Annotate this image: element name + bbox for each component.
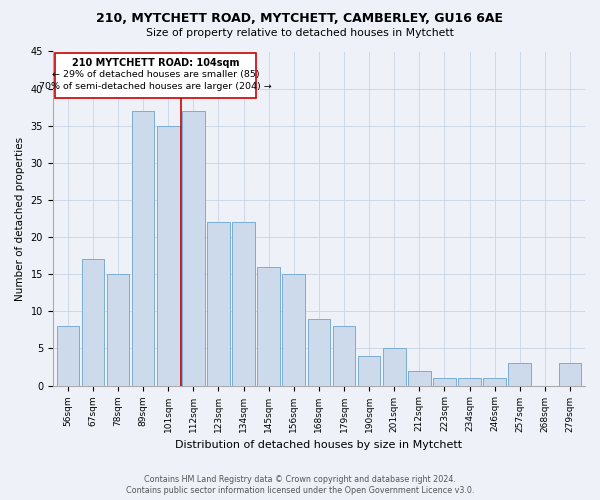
Text: Size of property relative to detached houses in Mytchett: Size of property relative to detached ho… [146,28,454,38]
Bar [358,356,380,386]
Y-axis label: Number of detached properties: Number of detached properties [15,136,25,300]
Bar [132,111,154,386]
Bar [182,111,205,386]
Bar [107,274,130,386]
Text: 210, MYTCHETT ROAD, MYTCHETT, CAMBERLEY, GU16 6AE: 210, MYTCHETT ROAD, MYTCHETT, CAMBERLEY,… [97,12,503,26]
Bar [283,274,305,386]
Bar [56,326,79,386]
Text: Contains HM Land Registry data © Crown copyright and database right 2024.: Contains HM Land Registry data © Crown c… [144,475,456,484]
FancyBboxPatch shape [55,53,256,98]
Bar [458,378,481,386]
Bar [82,260,104,386]
Bar [408,370,431,386]
X-axis label: Distribution of detached houses by size in Mytchett: Distribution of detached houses by size … [175,440,463,450]
Bar [484,378,506,386]
Bar [559,364,581,386]
Text: Contains public sector information licensed under the Open Government Licence v3: Contains public sector information licen… [126,486,474,495]
Bar [433,378,456,386]
Bar [207,222,230,386]
Bar [332,326,355,386]
Text: 210 MYTCHETT ROAD: 104sqm: 210 MYTCHETT ROAD: 104sqm [72,58,239,68]
Bar [232,222,255,386]
Bar [383,348,406,386]
Bar [257,267,280,386]
Text: ← 29% of detached houses are smaller (85): ← 29% of detached houses are smaller (85… [52,70,260,79]
Bar [508,364,531,386]
Bar [157,126,179,386]
Bar [308,319,330,386]
Text: 70% of semi-detached houses are larger (204) →: 70% of semi-detached houses are larger (… [40,82,272,91]
